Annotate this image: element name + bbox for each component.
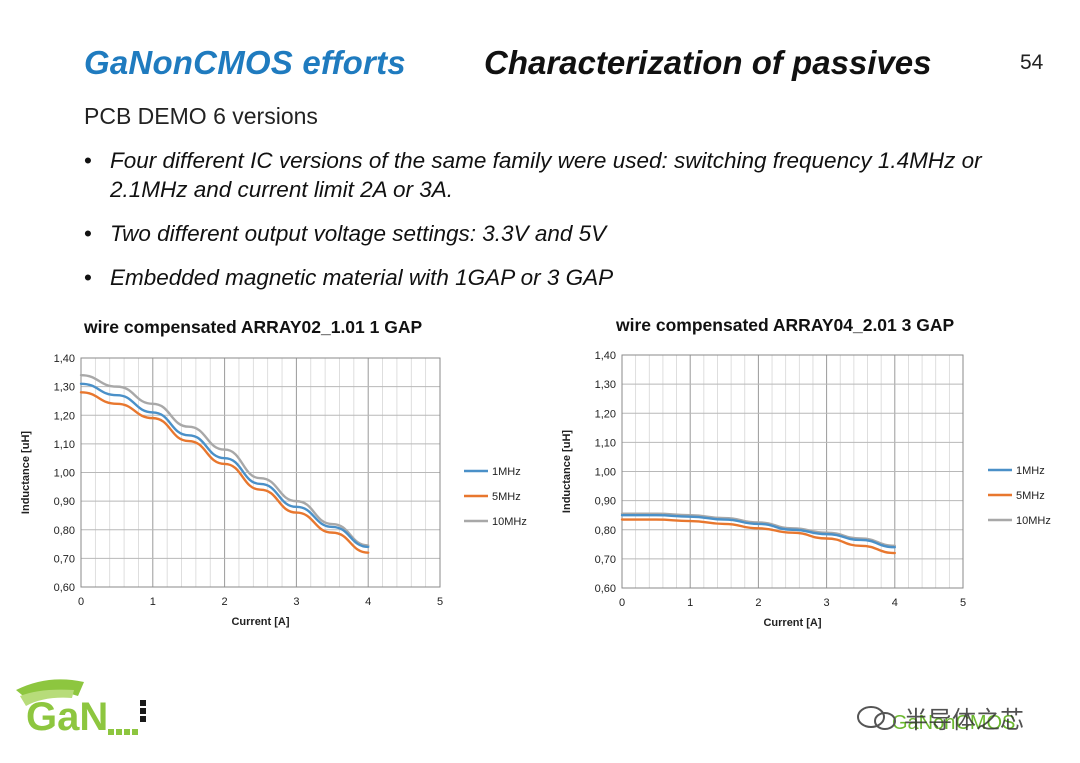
x-tick-label: 4 <box>365 596 371 608</box>
chart-1-title: wire compensated ARRAY02_1.01 1 GAP <box>84 317 423 337</box>
series-line-1MHz <box>79 382 370 549</box>
chart-2-title: wire compensated ARRAY04_2.01 3 GAP <box>616 315 955 335</box>
slide-subtitle: PCB DEMO 6 versions <box>84 103 318 129</box>
x-tick-label: 3 <box>824 597 830 609</box>
y-tick-label: 0,60 <box>595 583 616 595</box>
series-line-10MHz <box>79 373 370 547</box>
y-tick-label: 1,30 <box>54 382 75 394</box>
x-tick-label: 1 <box>687 597 693 609</box>
y-axis-label: Inductance [uH] <box>20 431 32 514</box>
y-tick-label: 0,80 <box>54 525 75 537</box>
x-axis-label: Current [A] <box>231 616 289 628</box>
y-tick-label: 0,70 <box>54 553 75 565</box>
bullet-item: Two different output voltage settings: 3… <box>84 219 984 248</box>
logo-text: GaN <box>26 695 108 738</box>
y-axis-label: Inductance [uH] <box>561 430 573 513</box>
series-line-5MHz <box>620 518 896 555</box>
series-line-10MHz <box>620 512 896 547</box>
series-line-5MHz <box>79 391 370 554</box>
slide-title: Characterization of passives <box>484 44 932 81</box>
y-tick-label: 1,00 <box>54 468 75 480</box>
wechat-icon <box>857 706 896 730</box>
x-tick-label: 1 <box>150 596 156 608</box>
legend-label-1MHz: 1MHz <box>492 466 521 478</box>
y-tick-label: 0,80 <box>595 525 616 537</box>
legend-label-10MHz: 10MHz <box>1016 515 1051 527</box>
x-tick-label: 5 <box>437 596 443 608</box>
watermark-text: 半导体之芯 <box>904 707 1024 734</box>
y-tick-label: 1,30 <box>595 379 616 391</box>
y-tick-label: 1,20 <box>595 408 616 420</box>
x-tick-label: 2 <box>755 597 761 609</box>
x-tick-label: 5 <box>960 597 966 609</box>
y-tick-label: 1,20 <box>54 410 75 422</box>
legend-label-10MHz: 10MHz <box>492 516 527 528</box>
plot-frame <box>621 354 964 589</box>
project-title: GaNonCMOS efforts <box>84 44 406 81</box>
y-tick-label: 1,10 <box>54 439 75 451</box>
y-tick-label: 0,90 <box>54 496 75 508</box>
plot-frame <box>80 357 441 588</box>
series-line-1MHz <box>620 513 896 549</box>
legend-label-5MHz: 5MHz <box>492 491 521 503</box>
y-tick-label: 0,90 <box>595 496 616 508</box>
page-number: 54 <box>1020 51 1044 74</box>
y-tick-label: 0,70 <box>595 554 616 566</box>
bullet-item: Embedded magnetic material with 1GAP or … <box>84 263 984 292</box>
legend-label-5MHz: 5MHz <box>1016 490 1045 502</box>
x-tick-label: 0 <box>78 596 84 608</box>
x-tick-label: 0 <box>619 597 625 609</box>
y-tick-label: 1,10 <box>595 437 616 449</box>
bullet-list: Four different IC versions of the same f… <box>84 146 984 307</box>
chart-2-3gap: 0,60 0,70 0,80 0,90 1,00 1,10 1,20 1,30 1,40 0 1 2 3… <box>561 350 1051 629</box>
y-tick-label: 1,00 <box>595 467 616 479</box>
x-tick-label: 2 <box>222 596 228 608</box>
gan-logo: GaN <box>16 679 146 738</box>
footer-brand: GaNonCMOS <box>892 712 1016 734</box>
legend-label-1MHz: 1MHz <box>1016 465 1045 477</box>
y-tick-label: 1,40 <box>595 350 616 362</box>
bullet-item: Four different IC versions of the same f… <box>84 146 984 204</box>
y-tick-label: 0,60 <box>54 582 75 594</box>
x-axis-label: Current [A] <box>763 617 821 629</box>
y-tick-label: 1,40 <box>54 353 75 365</box>
chart-1-1gap: 0,60 0,70 0,80 0,90 1,00 1,10 1,20 1,30 1,40 0 1 2 3… <box>20 353 527 628</box>
x-tick-label: 3 <box>293 596 299 608</box>
x-tick-label: 4 <box>892 597 898 609</box>
